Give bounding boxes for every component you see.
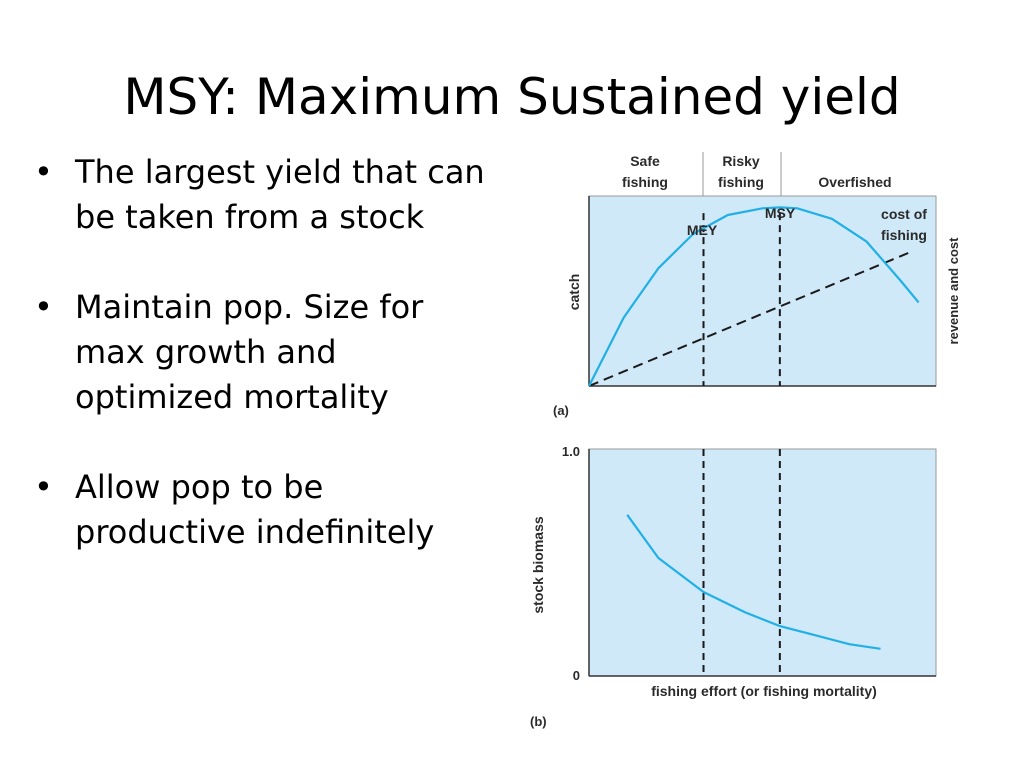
bullet-item: • Allow pop to be productive indefinitel…	[34, 465, 494, 555]
bullet-list: • The largest yield that can be taken fr…	[34, 150, 494, 600]
bullet-item: • The largest yield that can be taken fr…	[34, 150, 494, 240]
cost-of-fishing-line	[588, 252, 909, 387]
panel-b-ytick-top: 1.0	[562, 444, 580, 459]
bullet-dot-icon: •	[34, 153, 53, 191]
panel-b-marks	[626, 449, 881, 676]
msy-figure: Safe fishing Risky fishing Overfished ca…	[520, 140, 1000, 740]
bullet-item: • Maintain pop. Size for max growth and …	[34, 285, 494, 420]
panel-b-ylabel: stock biomass	[530, 516, 546, 613]
zone-label-risky-1: Risky	[722, 153, 760, 169]
panel-b-ytick-bottom: 0	[573, 668, 580, 683]
panel-b-label: (b)	[530, 714, 547, 729]
mey-label: MEY	[687, 222, 718, 238]
zone-label-safe-1: Safe	[630, 153, 660, 169]
slide-title: MSY: Maximum Sustained yield	[123, 68, 901, 126]
cost-of-fishing-label-1: cost of	[881, 206, 927, 222]
panel-a-label: (a)	[553, 403, 569, 418]
panel-b-plot-area	[588, 448, 937, 677]
stock-biomass-curve	[626, 514, 881, 650]
zone-label-safe-2: fishing	[622, 174, 668, 190]
panel-a-ylabel: catch	[566, 274, 582, 311]
cost-of-fishing-label-2: fishing	[881, 227, 927, 243]
bullet-dot-icon: •	[34, 288, 53, 326]
panel-a-marks	[588, 206, 920, 387]
bullet-text: Maintain pop. Size for max growth and op…	[75, 288, 424, 416]
bullet-text: The largest yield that can be taken from…	[75, 153, 485, 236]
msy-label: MSY	[765, 205, 796, 221]
bullet-dot-icon: •	[34, 468, 53, 506]
zone-label-overfished: Overfished	[818, 174, 891, 190]
bullet-text: Allow pop to be productive indefinitely	[75, 468, 435, 551]
msy-diagram: Safe fishing Risky fishing Overfished ca…	[530, 152, 961, 729]
catch-curve	[588, 206, 920, 387]
zone-label-risky-2: fishing	[718, 174, 764, 190]
panel-b-xlabel: fishing effort (or fishing mortality)	[651, 683, 877, 699]
panel-a-ylabel-right: revenue and cost	[946, 237, 961, 345]
